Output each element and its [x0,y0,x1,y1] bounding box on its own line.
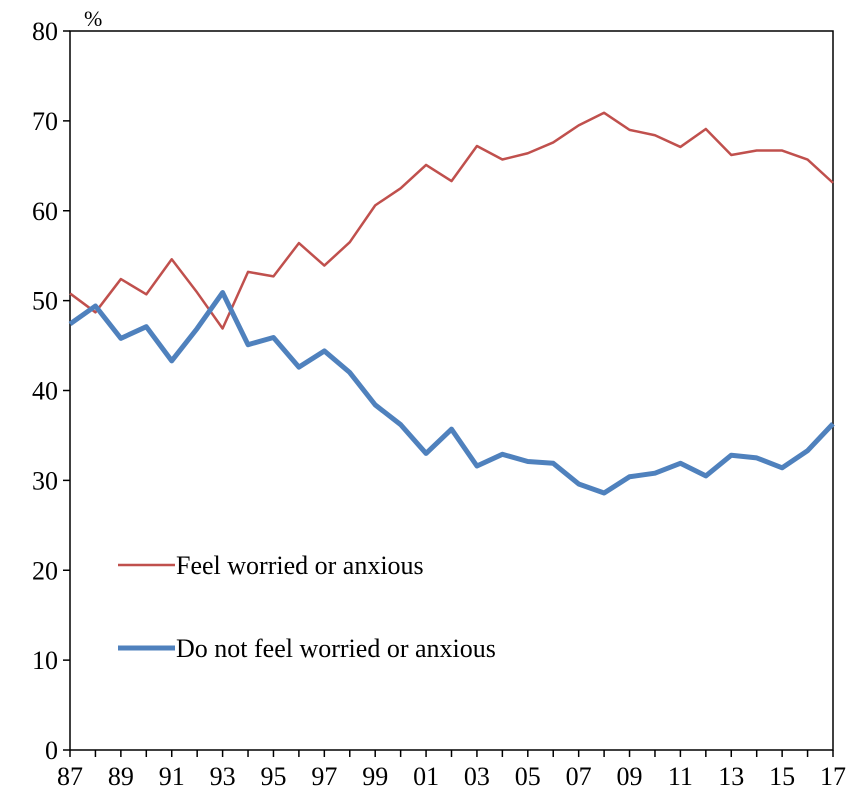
legend-label: Feel worried or anxious [176,551,424,580]
y-tick-label: 50 [32,287,58,316]
y-tick-label: 0 [45,736,58,765]
x-tick-label: 09 [617,762,643,791]
x-tick-label: 95 [260,762,286,791]
x-tick-label: 03 [464,762,490,791]
x-tick-label: 91 [159,762,185,791]
y-tick-label: 70 [32,107,58,136]
y-tick-label: 40 [32,377,58,406]
x-tick-label: 93 [210,762,236,791]
y-tick-label: 60 [32,197,58,226]
x-tick-label: 89 [108,762,134,791]
x-tick-label: 05 [515,762,541,791]
x-tick-label: 01 [413,762,439,791]
y-tick-label: 30 [32,466,58,495]
data-line [69,111,834,330]
y-tick-label: 10 [32,646,58,675]
x-tick-label: 97 [311,762,337,791]
y-tick-label: 80 [32,17,58,46]
x-tick-label: 99 [362,762,388,791]
y-tick-label: 20 [32,556,58,585]
x-tick-label: 07 [566,762,592,791]
x-tick-label: 15 [769,762,795,791]
data-line [68,290,835,496]
x-tick-label: 17 [820,762,846,791]
y-axis-label: % [84,6,102,31]
x-tick-label: 13 [718,762,744,791]
legend-label: Do not feel worried or anxious [176,634,496,663]
x-tick-label: 11 [668,762,693,791]
x-tick-label: 87 [57,762,83,791]
